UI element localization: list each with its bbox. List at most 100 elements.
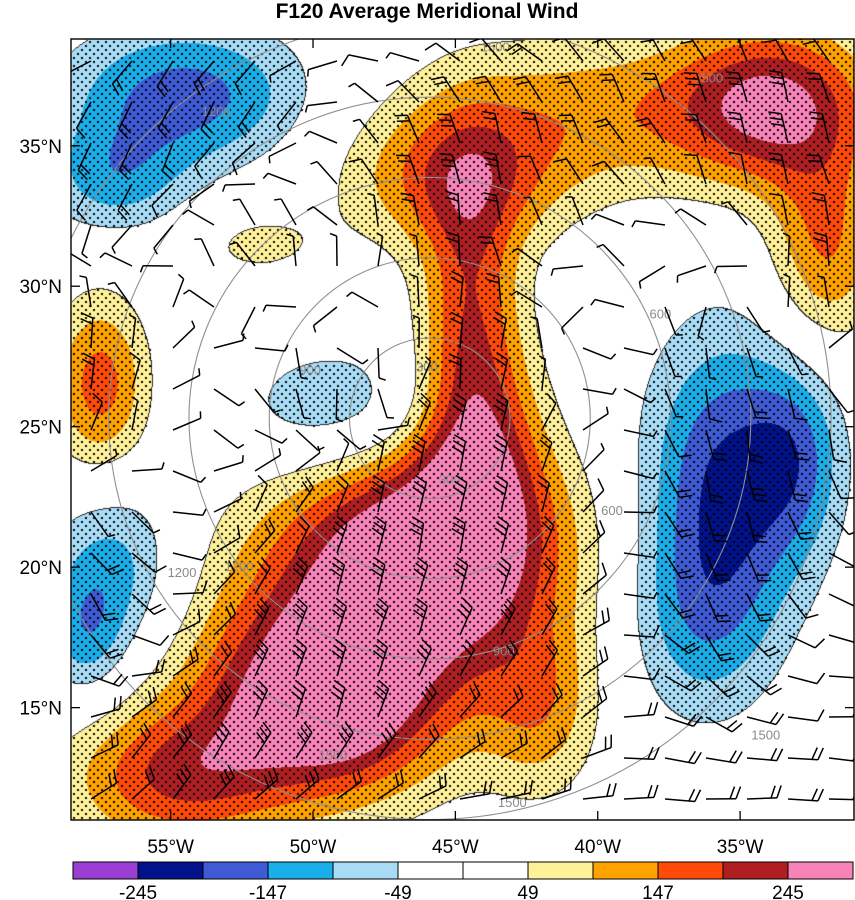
wind-barb: [254, 388, 281, 414]
wind-barb: [418, 681, 437, 718]
wind-barb: [90, 448, 118, 472]
wind-barb: [254, 344, 289, 352]
wind-barb: [90, 731, 119, 759]
wind-barb: [437, 113, 461, 144]
wind-barb: [782, 232, 791, 267]
wind-barb: [452, 474, 468, 513]
wind-barb: [90, 392, 104, 431]
wind-barb: [330, 679, 346, 718]
colorbar: -245 -147 -49 49 147 245: [72, 861, 854, 900]
wind-barb: [336, 437, 350, 472]
wind-barb: [262, 172, 297, 185]
wind-barb: [304, 101, 338, 113]
wind-barb: [828, 322, 853, 349]
wind-barb: [295, 388, 311, 420]
wind-barb: [234, 60, 256, 96]
wind-barb: [200, 101, 215, 139]
x-tick-label: 55°W: [147, 837, 194, 858]
wind-barb: [459, 728, 486, 759]
wind-barb: [541, 776, 572, 800]
wind-barb: [80, 312, 94, 349]
wind-barb: [172, 320, 196, 349]
wind-barb: [451, 516, 466, 554]
colorbar-swatch: [72, 861, 139, 880]
wind-barb: [81, 352, 96, 390]
wind-barb: [541, 557, 556, 595]
wind-barb: [295, 476, 314, 513]
wind-barb: [450, 270, 464, 308]
wind-barb: [131, 659, 166, 677]
range-ring-300: [348, 337, 511, 500]
wind-barb: [541, 726, 567, 759]
wind-barb: [623, 746, 660, 761]
plot-frame: [70, 38, 855, 821]
wind-barb: [705, 470, 724, 504]
wind-barb: [129, 351, 141, 390]
wind-barb: [787, 709, 825, 722]
wind-barb: [582, 685, 608, 718]
wind-barb: [483, 192, 502, 226]
wind-barb: [172, 681, 193, 718]
wind-barb: [90, 673, 129, 687]
wind-barb: [231, 142, 256, 176]
wind-barb: [623, 347, 658, 356]
wind-barb: [90, 695, 122, 718]
wind-barb: [262, 304, 297, 312]
wind-barb: [787, 470, 809, 503]
wind-barb: [643, 156, 666, 185]
colorbar-swatch: [657, 861, 724, 880]
wind-barb: [582, 607, 610, 636]
wind-barb: [500, 730, 528, 759]
wind-barb: [254, 448, 282, 472]
wind-barb: [705, 388, 723, 423]
wind-barb: [599, 73, 625, 103]
wind-barb: [194, 238, 215, 267]
wind-barb: [641, 72, 666, 103]
range-ring-label: 1500: [694, 70, 723, 85]
wind-barb: [478, 236, 502, 267]
wind-barb: [500, 639, 519, 677]
wind-barb: [725, 39, 748, 62]
wind-barb: [787, 511, 814, 540]
wind-barbs: [71, 39, 854, 803]
wind-barb: [705, 675, 740, 698]
wind-barb: [131, 766, 156, 800]
wind-barb: [560, 306, 584, 335]
wind-barb: [372, 638, 389, 677]
wind-barb: [493, 311, 507, 349]
wind-barb: [453, 556, 469, 595]
wind-barb: [494, 515, 510, 554]
wind-barb: [746, 785, 782, 800]
wind-barb: [377, 388, 395, 419]
wind-barb: [705, 750, 743, 764]
wind-barb: [291, 679, 307, 718]
wind-barb: [229, 241, 256, 267]
wind-barb: [348, 82, 379, 103]
wind-barb: [253, 639, 269, 677]
wind-barb: [153, 224, 174, 255]
wind-barb: [90, 511, 116, 538]
wind-barb: [117, 183, 133, 221]
wind-barb: [172, 411, 202, 431]
wind-barb: [172, 646, 199, 677]
wind-barb: [371, 515, 387, 554]
wind-barb: [416, 638, 432, 677]
wind-barb: [582, 406, 609, 431]
wind-barb: [71, 253, 92, 267]
wind-barb: [582, 478, 605, 513]
wind-barb: [486, 272, 502, 308]
wind-barb: [452, 393, 467, 431]
wind-barb: [131, 593, 167, 615]
wind-barb: [623, 667, 661, 681]
wind-barb: [705, 511, 728, 543]
wind-barb: [623, 388, 657, 404]
wind-barb: [172, 470, 207, 484]
wind-barb: [590, 213, 625, 226]
wind-barb: [213, 524, 241, 554]
wind-barb: [413, 556, 429, 595]
wind-barb: [496, 556, 512, 595]
wind-barb: [482, 151, 502, 185]
meridional-wind-field: [71, 39, 854, 820]
wind-barb: [394, 114, 420, 144]
